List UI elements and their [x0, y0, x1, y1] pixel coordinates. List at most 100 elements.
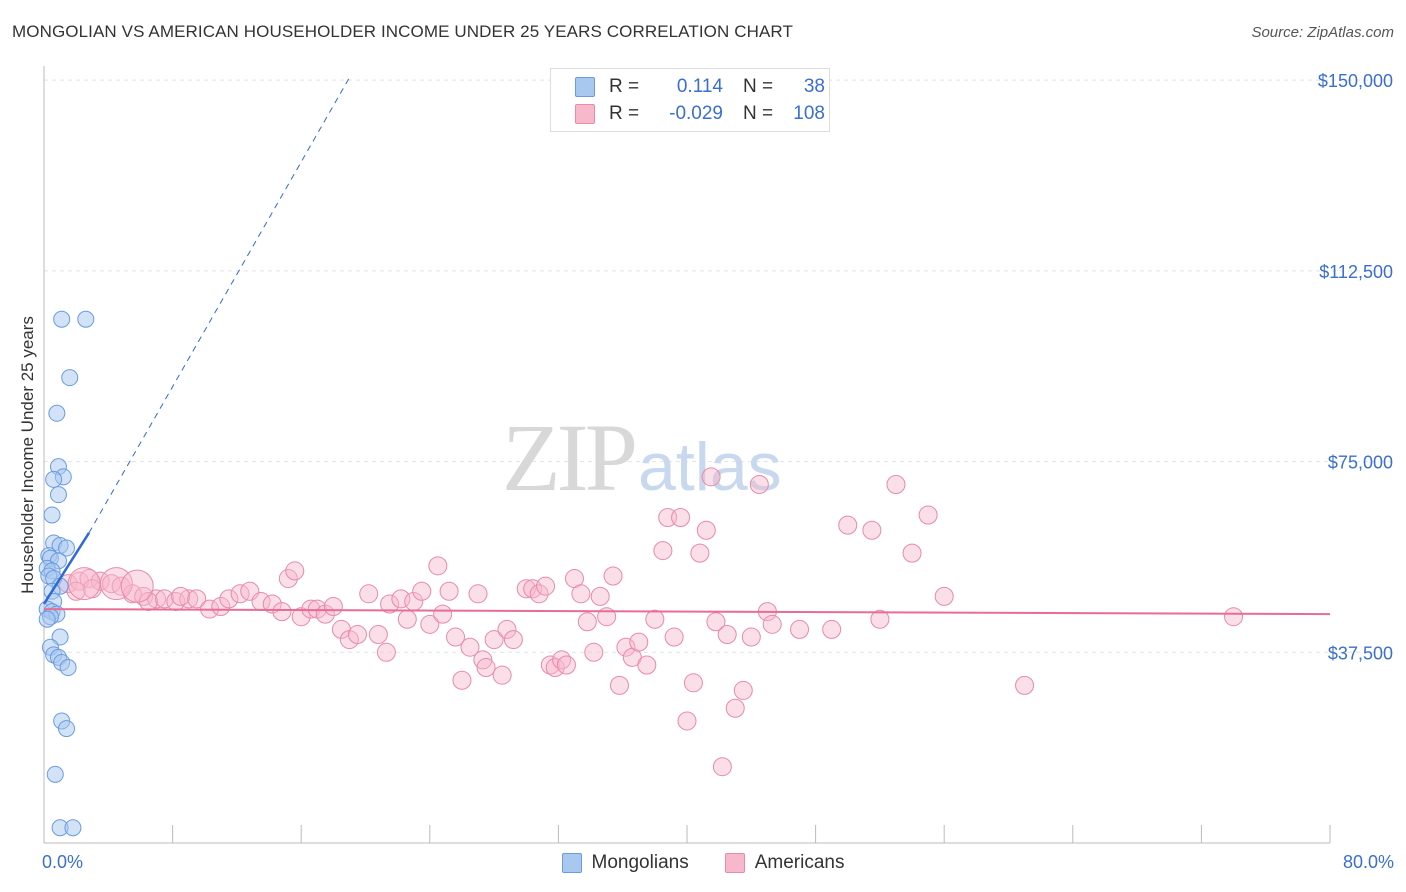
- american-point: [376, 642, 396, 662]
- legend-n-label: N =: [743, 76, 774, 97]
- legend-swatch-mongolians: [575, 77, 595, 97]
- american-point: [473, 650, 493, 670]
- correlation-legend: R = 0.114 N = 38 R = -0.029 N = 108: [550, 68, 830, 132]
- american-point: [683, 673, 703, 693]
- american-point: [870, 609, 890, 629]
- legend-r-label: R =: [609, 76, 640, 97]
- american-point: [717, 624, 737, 644]
- american-point: [503, 630, 523, 650]
- mongolian-point: [58, 720, 76, 738]
- american-point: [571, 584, 591, 604]
- american-point: [822, 619, 842, 639]
- american-point: [211, 597, 231, 617]
- american-point: [179, 589, 199, 609]
- y-tick-label: $112,500: [1319, 262, 1393, 282]
- american-point: [368, 624, 388, 644]
- american-point-large: [99, 567, 133, 601]
- american-point: [762, 614, 782, 634]
- american-point: [706, 612, 726, 632]
- american-point: [428, 556, 448, 576]
- mongolian-point: [38, 610, 56, 628]
- american-point: [412, 581, 432, 601]
- american-point: [577, 612, 597, 632]
- american-point: [347, 624, 367, 644]
- mongolian-point: [61, 369, 79, 387]
- mongolian-trend-extension: [88, 77, 350, 534]
- x-tick-max: 80.0%: [1342, 852, 1394, 872]
- american-point: [492, 665, 512, 685]
- legend-r-label: R =: [609, 103, 640, 124]
- american-point: [590, 586, 610, 606]
- legend-n-value-mongolians: 38: [803, 76, 825, 97]
- american-point: [359, 584, 379, 604]
- american-point: [439, 581, 459, 601]
- american-point: [433, 604, 453, 624]
- american-point: [484, 630, 504, 650]
- american-point: [584, 642, 604, 662]
- american-point: [219, 589, 239, 609]
- series-legend: Mongolians Americans: [0, 852, 1406, 874]
- american-point: [301, 599, 321, 619]
- american-point: [556, 655, 576, 675]
- american-point: [323, 597, 343, 617]
- american-point: [690, 543, 710, 563]
- american-point: [934, 586, 954, 606]
- american-point-large: [67, 567, 101, 601]
- american-point: [838, 515, 858, 535]
- trend-layer: [42, 77, 1331, 616]
- series-swatch-americans: [724, 853, 745, 873]
- american-point: [468, 584, 488, 604]
- american-point: [460, 637, 480, 657]
- american-point: [862, 520, 882, 540]
- american-point: [712, 757, 732, 777]
- american-point: [609, 675, 629, 695]
- mongolian-point: [49, 486, 67, 504]
- american-point: [291, 607, 311, 627]
- legend-r-value-americans: -0.029: [669, 103, 723, 124]
- mongolian-point: [77, 310, 95, 328]
- american-point: [1015, 675, 1035, 695]
- american-point: [653, 541, 673, 561]
- american-point: [671, 508, 691, 528]
- american-point: [420, 614, 440, 634]
- american-point: [886, 474, 906, 494]
- legend-n-label: N =: [743, 103, 774, 124]
- points-layer: [38, 310, 1244, 837]
- american-point: [516, 579, 536, 599]
- series-label-americans: Americans: [754, 852, 845, 873]
- legend-row-americans: R = -0.029 N = 108: [575, 102, 825, 126]
- american-point: [696, 520, 716, 540]
- series-label-mongolians: Mongolians: [591, 852, 689, 873]
- grid-layer: [44, 79, 1396, 653]
- american-point: [701, 467, 721, 487]
- legend-row-mongolians: R = 0.114 N = 38: [575, 75, 825, 99]
- mongolian-point: [59, 659, 77, 677]
- american-point: [603, 566, 623, 586]
- american-point: [272, 602, 292, 622]
- american-point: [66, 581, 86, 601]
- american-point: [79, 569, 99, 589]
- watermark-atlas: atlas: [638, 429, 782, 505]
- legend-r-value-mongolians: 0.114: [676, 76, 723, 97]
- american-point: [397, 609, 417, 629]
- legend-n-value-americans: 108: [793, 103, 825, 124]
- american-point: [677, 711, 697, 731]
- american-point: [187, 589, 207, 609]
- mongolian-point: [43, 506, 61, 524]
- legend-swatch-americans: [575, 104, 595, 124]
- mongolian-point: [53, 310, 71, 328]
- mongolian-point: [58, 539, 76, 557]
- axis-layer: $37,500 $75,000 $112,500 $150,000: [43, 66, 1393, 844]
- mongolian-trend-line: [42, 532, 91, 605]
- watermark-zip: ZIP: [502, 404, 635, 511]
- american-point: [741, 627, 761, 647]
- mongolian-point: [48, 404, 66, 422]
- watermark: ZIP atlas: [502, 404, 782, 511]
- american-point: [497, 619, 517, 639]
- american-point: [171, 586, 191, 606]
- american-point: [749, 474, 769, 494]
- american-point: [790, 619, 810, 639]
- american-point: [155, 589, 175, 609]
- series-swatch-mongolians: [561, 853, 582, 873]
